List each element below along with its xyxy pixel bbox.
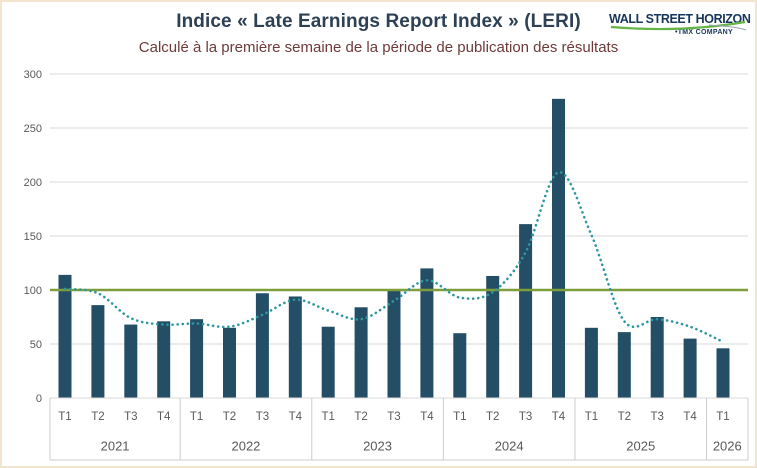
wall-street-horizon-logo: WALL STREET HORIZON •TMX COMPANY <box>609 12 751 52</box>
dotted-trend-line <box>63 171 725 344</box>
x-axis-year-label-2021: 2021 <box>101 439 130 454</box>
bar-T1-2023 <box>321 326 335 398</box>
x-axis-quarter-label-13: T2 <box>486 411 499 423</box>
bar-T1-2025 <box>584 327 598 398</box>
bar-T1-2022 <box>190 319 204 398</box>
bar-T3-2021 <box>124 324 138 398</box>
bar-T1-2021 <box>58 274 72 398</box>
y-axis-tick-250: 250 <box>24 123 42 135</box>
x-axis-quarter-label-8: T1 <box>321 411 334 423</box>
bar-T1-2026 <box>716 348 730 398</box>
x-axis-quarter-label-4: T1 <box>190 411 203 423</box>
bar-T2-2022 <box>223 327 236 398</box>
bar-T4-2022 <box>288 296 302 398</box>
x-axis-quarter-label-17: T2 <box>618 411 631 423</box>
y-axis-tick-150: 150 <box>24 231 42 243</box>
x-axis-quarter-label-19: T4 <box>683 411 697 423</box>
bar-T3-2025 <box>650 317 664 398</box>
x-axis-quarter-label-5: T2 <box>223 411 236 423</box>
bar-T2-2024 <box>486 275 500 398</box>
x-axis-year-label-2026: 2026 <box>713 439 742 454</box>
y-axis-tick-200: 200 <box>24 177 42 189</box>
bar-T3-2023 <box>387 290 401 398</box>
x-axis-quarter-label-15: T4 <box>552 411 566 423</box>
x-axis-year-label-2023: 2023 <box>363 439 392 454</box>
x-axis-quarter-label-10: T3 <box>387 411 400 423</box>
bar-T2-2021 <box>91 305 105 398</box>
x-axis-quarter-label-7: T4 <box>289 411 303 423</box>
x-axis-quarter-label-16: T1 <box>585 411 598 423</box>
chart-title: Indice « Late Earnings Report Index » (L… <box>176 11 581 32</box>
logo-brand-text: WALL STREET HORIZON <box>609 12 751 26</box>
y-axis-tick-300: 300 <box>24 69 42 81</box>
bar-T2-2023 <box>354 307 368 398</box>
x-axis-quarter-label-3: T4 <box>157 411 171 423</box>
x-axis-quarter-label-1: T2 <box>91 411 104 423</box>
bar-T4-2021 <box>157 321 171 398</box>
y-axis-tick-50: 50 <box>30 339 42 351</box>
x-axis-quarter-label-11: T4 <box>420 411 434 423</box>
bar-T3-2024 <box>519 224 533 398</box>
bar-T4-2025 <box>683 338 697 398</box>
x-axis-quarter-label-18: T3 <box>650 411 663 423</box>
logo-tagline: •TMX COMPANY <box>674 29 733 36</box>
bar-T2-2025 <box>617 332 631 398</box>
y-axis-tick-0: 0 <box>36 393 42 405</box>
x-axis-year-label-2024: 2024 <box>495 439 524 454</box>
x-axis-quarter-label-12: T1 <box>453 411 466 423</box>
y-axis-tick-100: 100 <box>24 285 42 297</box>
x-axis-year-label-2022: 2022 <box>231 439 260 454</box>
bar-T3-2022 <box>255 293 269 398</box>
bar-T4-2023 <box>420 268 434 398</box>
x-axis-quarter-label-14: T3 <box>519 411 532 423</box>
x-axis-quarter-label-9: T2 <box>354 411 367 423</box>
chart-subtitle: Calculé à la première semaine de la péri… <box>138 39 619 56</box>
x-axis-quarter-label-0: T1 <box>58 411 71 423</box>
x-axis-quarter-label-6: T3 <box>256 411 269 423</box>
x-axis-quarter-label-2: T3 <box>124 411 137 423</box>
x-axis-quarter-label-20: T1 <box>716 411 729 423</box>
bar-T1-2024 <box>453 333 467 398</box>
bar-T4-2024 <box>552 98 565 398</box>
x-axis-year-label-2025: 2025 <box>626 439 655 454</box>
